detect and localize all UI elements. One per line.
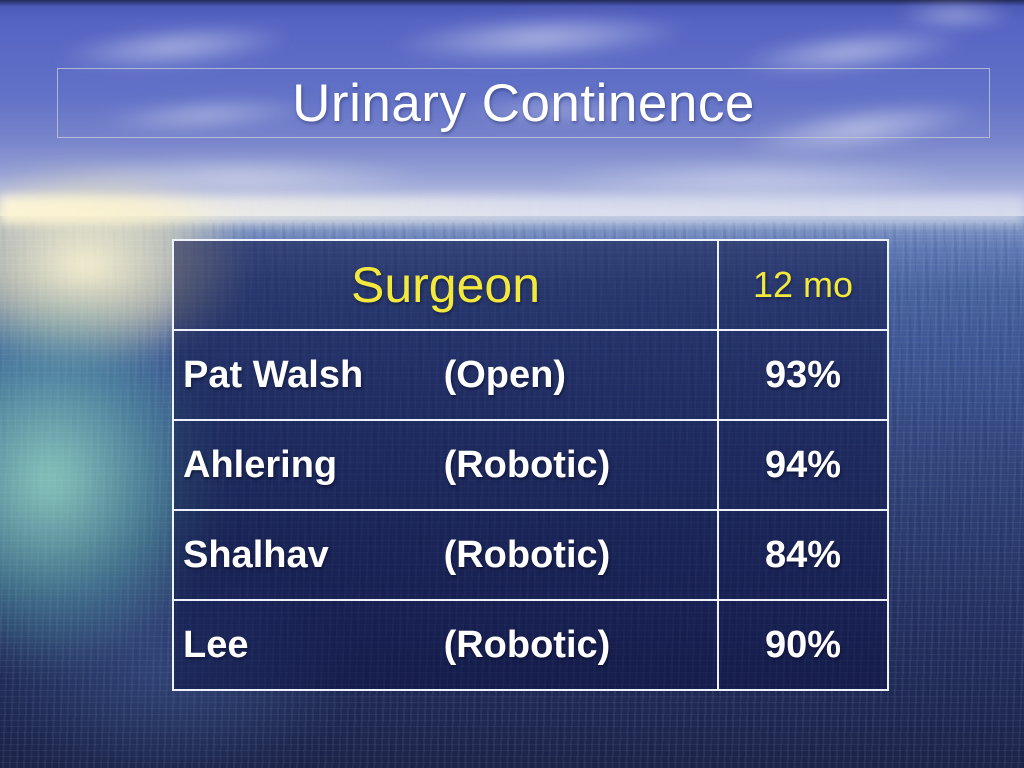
surgeon-column-header: Surgeon [172,239,719,331]
table-row: Ahlering (Robotic) 94% [172,419,889,511]
surgeon-name: Lee [183,623,249,666]
surgery-technique: (Robotic) [443,443,611,486]
continence-percentage: 93% [717,329,889,421]
table-row: Pat Walsh (Open) 93% [172,329,889,421]
continence-results-table: Surgeon 12 mo Pat Walsh (Open) 93% Ahler… [172,239,889,691]
timepoint-column-header: 12 mo [717,239,889,331]
cloud-decoration [420,90,690,130]
surgeon-name: Pat Walsh [183,353,364,396]
surgery-technique: (Robotic) [443,533,611,576]
page-title: Urinary Continence [292,73,755,133]
table-header-row: Surgeon 12 mo [172,239,889,331]
table-row: Lee (Robotic) 90% [172,599,889,691]
surgeon-cell: Lee (Robotic) [172,599,719,691]
surgeon-name: Shalhav [183,533,329,576]
continence-percentage: 94% [717,419,889,511]
surgery-technique: (Robotic) [443,623,611,666]
continence-percentage: 84% [717,509,889,601]
surgeon-cell: Pat Walsh (Open) [172,329,719,421]
surgeon-cell: Ahlering (Robotic) [172,419,719,511]
continence-percentage: 90% [717,599,889,691]
slide-title-box: Urinary Continence [57,68,990,138]
surgeon-name: Ahlering [183,443,338,486]
surgeon-cell: Shalhav (Robotic) [172,509,719,601]
cloud-decoration [870,0,1024,36]
table-row: Shalhav (Robotic) 84% [172,509,889,601]
surgery-technique: (Open) [443,353,566,396]
